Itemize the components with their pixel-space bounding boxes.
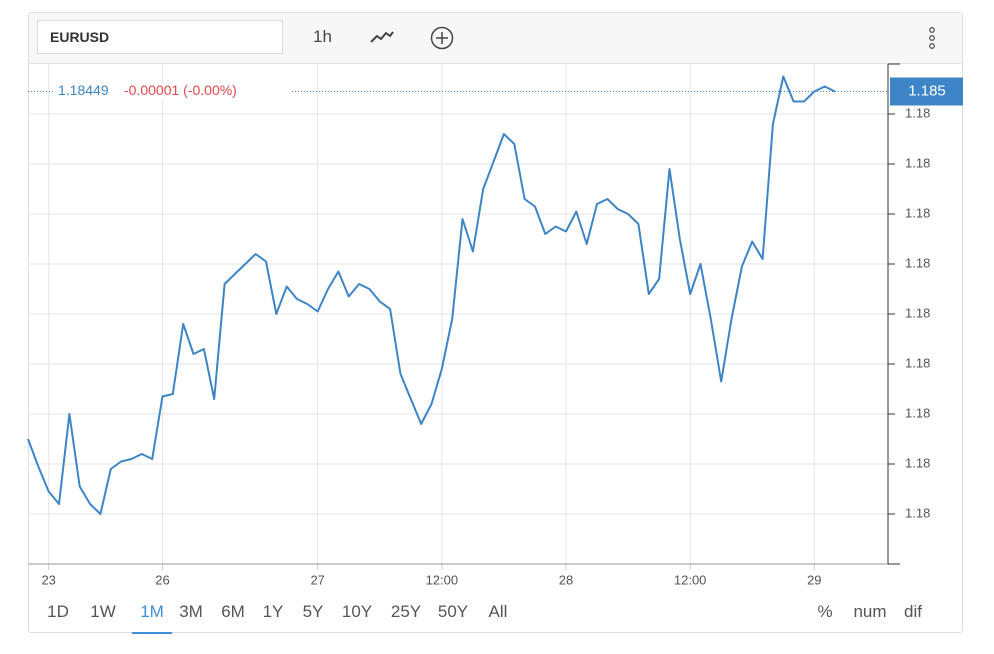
y-tick-label: 1.18 <box>905 355 930 370</box>
y-tick-label: 1.18 <box>905 255 930 270</box>
y-tick-label: 1.18 <box>905 205 930 220</box>
x-tick-label: 23 <box>41 572 55 587</box>
y-tick-label: 1.18 <box>905 105 930 120</box>
range-button[interactable]: 1D <box>47 602 69 621</box>
chart: 1.18 1.18 1.18 1.18 1.18 1.18 1.18 1.18 1.18 23 26… <box>27 63 963 587</box>
range-button[interactable]: 5Y <box>302 602 324 621</box>
label-backdrop <box>54 82 292 101</box>
range-button[interactable]: 1W <box>90 602 116 621</box>
x-tick-label: 28 <box>559 572 573 587</box>
add-indicator-button[interactable] <box>429 25 455 51</box>
range-button[interactable]: 1M <box>132 598 172 634</box>
symbol-input[interactable]: EURUSD <box>37 20 283 54</box>
x-tick-label: 27 <box>310 572 324 587</box>
y-tick-label: 1.18 <box>905 455 930 470</box>
x-tick-label: 12:00 <box>426 572 459 587</box>
price-line <box>27 75 836 515</box>
last-price-box-label: 1.185 <box>908 82 946 99</box>
range-button[interactable]: 10Y <box>341 602 373 621</box>
mode-button[interactable]: num <box>853 602 887 621</box>
range-button[interactable]: 6M <box>221 602 245 621</box>
widget-frame: EURUSD 1h <box>28 12 963 633</box>
y-tick-label: 1.18 <box>905 405 930 420</box>
mode-button[interactable]: % <box>817 602 833 621</box>
menu-button[interactable] <box>925 25 939 51</box>
range-button[interactable]: 3M <box>179 602 203 621</box>
toolbar: EURUSD 1h <box>29 13 962 64</box>
mode-button[interactable]: dif <box>904 602 922 621</box>
y-tick-label: 1.18 <box>905 305 930 320</box>
change-text: -0.00001 (-0.00%) <box>124 82 237 98</box>
y-tick-label: 1.18 <box>905 505 930 520</box>
chart-type-button[interactable] <box>369 27 395 47</box>
range-button[interactable]: 25Y <box>390 602 422 621</box>
x-tick-label: 26 <box>155 572 169 587</box>
range-button[interactable]: 1Y <box>262 602 284 621</box>
range-button[interactable]: 50Y <box>437 602 469 621</box>
last-price-box <box>890 77 963 106</box>
x-tick-label: 12:00 <box>674 572 707 587</box>
y-tick-label: 1.18 <box>905 155 930 170</box>
range-button[interactable]: All <box>488 602 508 621</box>
x-tick-label: 29 <box>807 572 821 587</box>
interval-button[interactable]: 1h <box>313 27 332 46</box>
last-price-text: 1.18449 <box>58 82 109 98</box>
